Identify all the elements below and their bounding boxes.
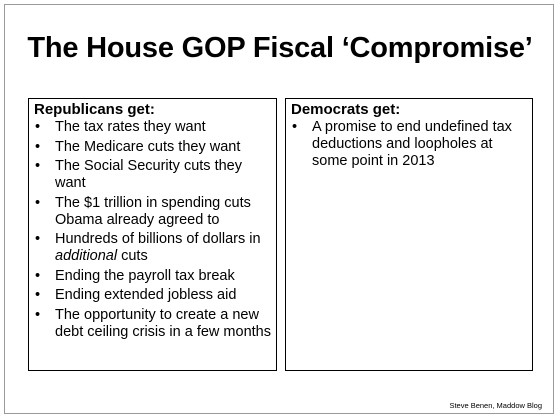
list-item: • Hundreds of billions of dollars in add…	[34, 231, 272, 265]
democrats-list: • A promise to end undefined tax deducti…	[291, 119, 529, 173]
slide-title: The House GOP Fiscal ‘Compromise’	[27, 32, 533, 64]
bullet-icon: •	[35, 231, 41, 247]
list-item: • The $1 trillion in spending cuts Obama…	[34, 195, 272, 229]
republicans-list: • The tax rates they want • The Medicare…	[34, 119, 272, 343]
item-text: Hundreds of billions of dollars in addit…	[55, 231, 261, 264]
bullet-icon: •	[35, 194, 41, 211]
bullet-icon: •	[35, 306, 41, 323]
republicans-heading: Republicans get:	[34, 101, 155, 118]
bullet-icon: •	[35, 287, 41, 303]
republicans-panel: Republicans get: • The tax rates they wa…	[28, 98, 277, 371]
item-text: The Medicare cuts they want	[55, 138, 241, 155]
item-text: The Social Security cuts they want	[55, 158, 242, 191]
item-text: The $1 trillion in spending cuts Obama a…	[55, 194, 251, 228]
item-text: Ending extended jobless aid	[55, 287, 237, 303]
item-text: A promise to end undefined tax deduction…	[312, 119, 512, 169]
democrats-panel: Democrats get: • A promise to end undefi…	[285, 98, 533, 371]
democrats-heading: Democrats get:	[291, 101, 401, 118]
item-text-start: Hundreds of billions of dollars in	[55, 231, 261, 247]
item-text: Ending the payroll tax break	[55, 267, 235, 284]
item-text-end: cuts	[117, 248, 148, 264]
list-item: • The opportunity to create a new debt c…	[34, 307, 272, 341]
item-text-italic: additional	[55, 248, 118, 264]
bullet-icon: •	[35, 267, 41, 284]
bullet-icon: •	[292, 119, 298, 135]
list-item: • Ending extended jobless aid	[34, 287, 272, 304]
item-text: The opportunity to create a new debt cei…	[55, 306, 271, 340]
credit-line: Steve Benen, Maddow Blog	[449, 401, 542, 410]
list-item: • The Medicare cuts they want	[34, 139, 272, 156]
list-item: • The Social Security cuts they want	[34, 158, 272, 192]
bullet-icon: •	[35, 119, 41, 135]
list-item: • A promise to end undefined tax deducti…	[291, 119, 529, 170]
bullet-icon: •	[35, 138, 41, 155]
list-item: • The tax rates they want	[34, 119, 272, 136]
bullet-icon: •	[35, 158, 41, 174]
item-text: The tax rates they want	[55, 119, 206, 135]
list-item: • Ending the payroll tax break	[34, 268, 272, 285]
slide-frame	[4, 4, 554, 414]
